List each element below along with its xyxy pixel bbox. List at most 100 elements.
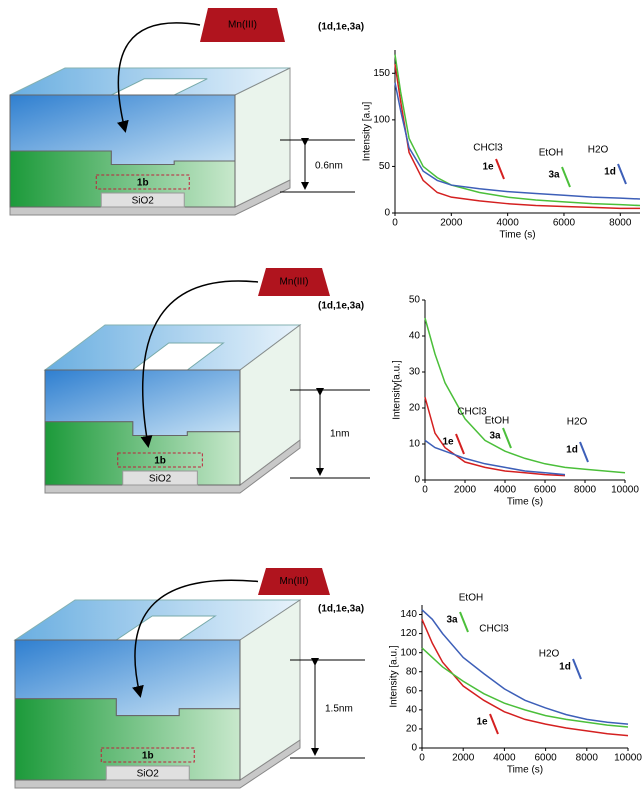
x-tick-label: 2000	[440, 218, 463, 229]
y-tick-label: 60	[406, 685, 418, 696]
y-tick-label: 0	[384, 208, 390, 219]
substrate-label: SiO2	[132, 196, 155, 207]
center-label: 1b	[154, 456, 166, 467]
ligand-label: (1d,1e,3a)	[318, 604, 364, 615]
y-tick-label: 80	[406, 666, 418, 677]
substrate-cut	[100, 192, 185, 208]
reaction-arrow	[117, 22, 201, 133]
monolayer	[14, 698, 241, 781]
y-tick-label: 120	[400, 628, 417, 639]
y-tick-label: 40	[409, 331, 421, 342]
series-arrow	[495, 158, 505, 180]
series-label: 3a	[446, 615, 458, 626]
series-arrow	[561, 166, 571, 188]
annotation: CHCl3	[479, 624, 509, 635]
series-line	[394, 63, 640, 210]
x-tick-label: 6000	[534, 753, 557, 764]
series-arrow	[489, 713, 499, 735]
reagent-label: Mn(III)	[280, 576, 309, 587]
reaction-arrow	[140, 280, 259, 448]
reagent-shape	[200, 8, 285, 42]
x-tick-label: 10000	[611, 485, 639, 496]
annotation: H2O	[588, 145, 609, 156]
y-tick-label: 0	[411, 743, 417, 754]
reagent-shape	[258, 568, 330, 595]
y-tick-label: 100	[400, 647, 417, 658]
series-line	[394, 54, 641, 207]
series-line	[424, 439, 566, 476]
annotation: EtOH	[485, 416, 509, 427]
substrate-label: SiO2	[137, 769, 160, 780]
thickness-label: 0.6nm	[315, 161, 343, 172]
thickness-label: 1.5nm	[325, 704, 353, 715]
center-label: 1b	[142, 751, 154, 762]
x-axis-label: Time (s)	[499, 230, 535, 241]
series-label: 1e	[482, 162, 494, 173]
axes	[421, 605, 628, 749]
x-tick-label: 8000	[574, 485, 597, 496]
series-arrow	[455, 433, 465, 455]
annotation: H2O	[567, 417, 588, 428]
x-tick-label: 0	[422, 485, 428, 496]
axes	[424, 300, 625, 481]
y-tick-label: 150	[373, 68, 390, 79]
series-label: 1d	[566, 445, 578, 456]
reaction-arrow	[132, 579, 259, 698]
reagent-label: Mn(III)	[280, 277, 309, 288]
x-tick-label: 4000	[493, 753, 516, 764]
y-tick-label: 20	[406, 724, 418, 735]
y-tick-label: 0	[414, 475, 420, 486]
y-tick-label: 100	[373, 114, 390, 125]
series-line	[394, 82, 641, 200]
series-arrow	[502, 427, 512, 449]
x-tick-label: 4000	[497, 218, 520, 229]
annotation: CHCl3	[473, 143, 503, 154]
molecule-1b	[117, 452, 203, 468]
series-label: 1d	[559, 662, 571, 673]
y-tick-label: 20	[409, 403, 421, 414]
series-label: 3a	[489, 431, 501, 442]
x-axis-label: Time (s)	[507, 497, 543, 508]
x-tick-label: 8000	[609, 218, 632, 229]
x-tick-label: 6000	[553, 218, 576, 229]
series-line	[421, 619, 629, 737]
annotation: EtOH	[459, 593, 483, 604]
x-tick-label: 6000	[534, 485, 557, 496]
y-tick-label: 40	[406, 705, 418, 716]
reagent-label: Mn(III)	[228, 20, 257, 31]
substrate-cut	[122, 470, 198, 486]
series-arrow	[459, 611, 469, 633]
x-tick-label: 10000	[614, 753, 642, 764]
x-tick-label: 4000	[494, 485, 517, 496]
x-tick-label: 0	[419, 753, 425, 764]
y-tick-label: 10	[409, 439, 421, 450]
y-axis-label: Intensity[a.u.]	[392, 360, 403, 420]
substrate-cut	[105, 765, 190, 781]
x-tick-label: 2000	[452, 753, 475, 764]
series-arrow	[572, 658, 582, 680]
y-tick-label: 50	[379, 161, 391, 172]
monolayer	[44, 421, 241, 486]
y-tick-label: 30	[409, 367, 421, 378]
ligand-label: (1d,1e,3a)	[318, 301, 364, 312]
reagent-shape	[258, 268, 330, 296]
y-axis-label: Intensity [a.u]	[362, 102, 373, 162]
annotation: H2O	[539, 649, 560, 660]
series-line	[421, 647, 629, 728]
series-line	[424, 396, 566, 477]
series-line	[424, 317, 626, 474]
molecule-1b	[100, 747, 195, 763]
y-tick-label: 50	[409, 295, 421, 306]
x-axis-label: Time (s)	[507, 765, 543, 776]
series-label: 1e	[442, 437, 454, 448]
series-arrow	[579, 441, 589, 463]
x-tick-label: 2000	[454, 485, 477, 496]
x-tick-label: 8000	[576, 753, 599, 764]
series-arrow	[617, 163, 627, 185]
series-line	[421, 609, 629, 725]
molecule-1b	[95, 174, 190, 190]
thickness-label: 1nm	[330, 429, 349, 440]
series-label: 3a	[548, 170, 560, 181]
